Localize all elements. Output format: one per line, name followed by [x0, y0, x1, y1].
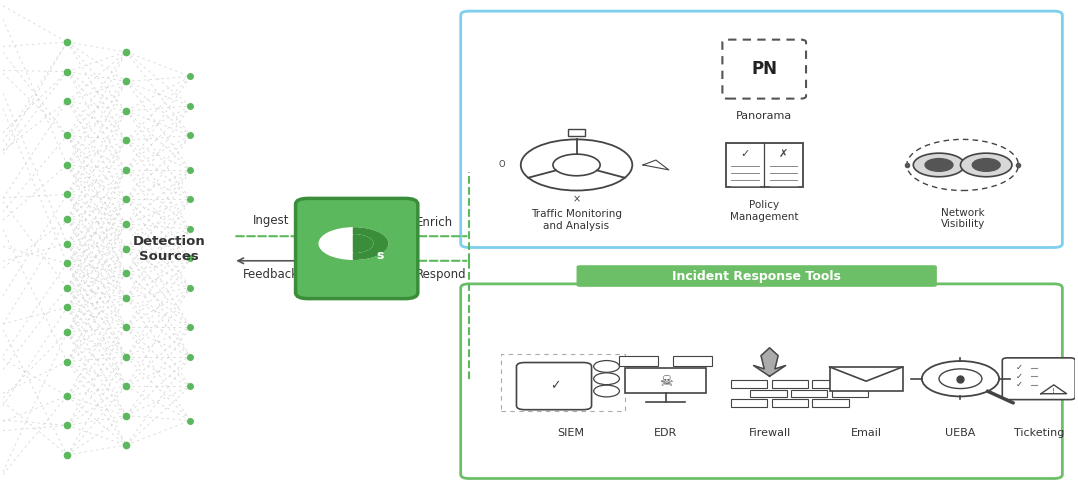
Text: ✗: ✗	[778, 149, 788, 159]
Text: Network
Visibility: Network Visibility	[940, 208, 984, 229]
FancyBboxPatch shape	[673, 356, 711, 366]
FancyBboxPatch shape	[772, 380, 808, 388]
FancyBboxPatch shape	[722, 40, 806, 98]
FancyBboxPatch shape	[832, 390, 868, 398]
Circle shape	[960, 153, 1012, 177]
FancyBboxPatch shape	[620, 356, 658, 366]
Text: Respond: Respond	[416, 268, 467, 281]
Text: ✓: ✓	[741, 149, 749, 159]
FancyBboxPatch shape	[731, 400, 768, 407]
FancyBboxPatch shape	[731, 380, 768, 388]
Wedge shape	[354, 235, 373, 252]
Text: s: s	[376, 249, 384, 262]
Text: ✓: ✓	[550, 380, 561, 393]
Text: Email: Email	[851, 428, 882, 438]
FancyBboxPatch shape	[568, 129, 585, 137]
Wedge shape	[354, 228, 388, 259]
Text: PN: PN	[751, 60, 777, 78]
FancyBboxPatch shape	[725, 143, 803, 186]
FancyBboxPatch shape	[516, 362, 592, 410]
Circle shape	[925, 159, 953, 171]
Polygon shape	[754, 348, 786, 376]
FancyBboxPatch shape	[625, 368, 706, 394]
Text: O: O	[498, 161, 505, 169]
FancyBboxPatch shape	[577, 265, 937, 287]
FancyBboxPatch shape	[460, 284, 1062, 479]
FancyBboxPatch shape	[813, 380, 849, 388]
Text: ×: ×	[572, 194, 581, 204]
FancyBboxPatch shape	[295, 198, 418, 299]
Circle shape	[972, 159, 1000, 171]
Text: Incident Response Tools: Incident Response Tools	[673, 269, 841, 282]
Text: ☠: ☠	[659, 374, 673, 389]
Text: ✓: ✓	[1017, 380, 1023, 389]
FancyBboxPatch shape	[813, 400, 849, 407]
Circle shape	[319, 228, 388, 259]
Text: Detection
Sources: Detection Sources	[133, 235, 206, 262]
FancyBboxPatch shape	[1003, 358, 1075, 400]
Text: Firewall: Firewall	[748, 428, 790, 438]
FancyBboxPatch shape	[750, 390, 787, 398]
Circle shape	[334, 235, 373, 252]
Text: Traffic Monitoring
and Analysis: Traffic Monitoring and Analysis	[531, 209, 622, 231]
FancyBboxPatch shape	[791, 390, 828, 398]
Text: EDR: EDR	[654, 428, 677, 438]
FancyBboxPatch shape	[772, 400, 808, 407]
Text: ✓: ✓	[1017, 363, 1023, 372]
FancyBboxPatch shape	[460, 11, 1062, 248]
Text: Feedback: Feedback	[243, 268, 299, 281]
Text: SIEM: SIEM	[557, 428, 584, 438]
Text: Policy
Management: Policy Management	[730, 200, 799, 222]
Circle shape	[913, 153, 965, 177]
Text: Panorama: Panorama	[736, 111, 792, 121]
Text: Ticketing: Ticketing	[1013, 428, 1064, 438]
Text: UEBA: UEBA	[945, 428, 976, 438]
Text: Ingest: Ingest	[252, 214, 289, 227]
Text: Enrich: Enrich	[416, 216, 453, 229]
Text: !: !	[1052, 388, 1055, 394]
FancyBboxPatch shape	[830, 367, 902, 391]
Text: ✓: ✓	[1017, 372, 1023, 381]
